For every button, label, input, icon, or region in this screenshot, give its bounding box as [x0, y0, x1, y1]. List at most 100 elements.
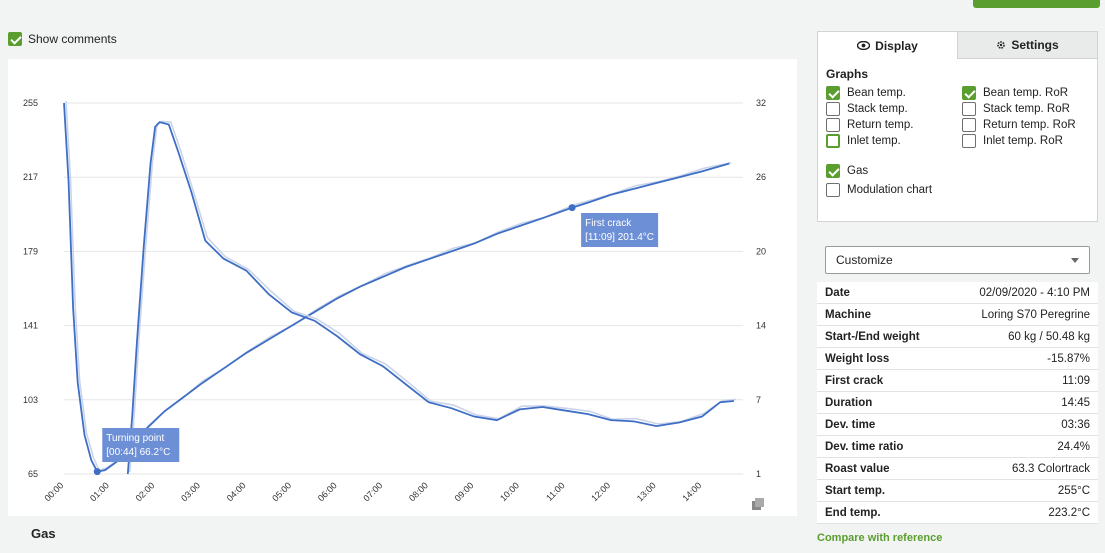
info-key: Weight loss — [825, 352, 890, 365]
x-axis-tick: 04:00 — [225, 480, 248, 503]
graph-checkbox[interactable] — [826, 102, 840, 116]
extra-checkbox[interactable] — [826, 164, 840, 178]
graph-option[interactable]: Inlet temp. — [826, 134, 962, 148]
extra-checkbox[interactable] — [826, 183, 840, 197]
info-value: 02/09/2020 - 4:10 PM — [979, 286, 1090, 299]
graph-option[interactable]: Inlet temp. RoR — [962, 134, 1098, 148]
eye-icon — [857, 41, 871, 50]
info-row: First crack 11:09 — [817, 370, 1098, 392]
info-row: Weight loss -15.87% — [817, 348, 1098, 370]
extra-option[interactable]: Gas — [826, 164, 1089, 178]
graph-option[interactable]: Return temp. — [826, 118, 962, 132]
annotation-box — [581, 213, 659, 247]
info-row: Date 02/09/2020 - 4:10 PM — [817, 282, 1098, 304]
top-action-button[interactable] — [973, 0, 1100, 8]
graph-checkbox[interactable] — [962, 102, 976, 116]
graph-option[interactable]: Bean temp. — [826, 86, 962, 100]
info-key: Start temp. — [825, 484, 886, 497]
info-row: End temp. 223.2°C — [817, 502, 1098, 524]
x-axis-tick: 09:00 — [453, 480, 476, 503]
right-axis-tick: 26 — [756, 172, 766, 182]
right-axis-tick: 20 — [756, 246, 766, 256]
info-key: Duration — [825, 396, 873, 409]
info-value: 11:09 — [1062, 374, 1090, 387]
graph-option[interactable]: Stack temp. RoR — [962, 102, 1098, 116]
chevron-down-icon — [1071, 257, 1079, 263]
info-row: Start-/End weight 60 kg / 50.48 kg — [817, 326, 1098, 348]
info-value: 24.4% — [1057, 440, 1090, 453]
tab-settings[interactable]: Settings — [957, 32, 1097, 59]
graph-option-label: Stack temp. — [847, 103, 908, 115]
graph-checkbox[interactable] — [826, 134, 840, 148]
tab-display[interactable]: Display — [818, 32, 957, 59]
info-row: Roast value 63.3 Colortrack — [817, 458, 1098, 480]
info-value: 60 kg / 50.48 kg — [1008, 330, 1090, 343]
info-key: First crack — [825, 374, 884, 387]
reference-series-line — [65, 100, 732, 472]
customize-select[interactable]: Customize — [825, 246, 1090, 274]
bean-ror-line — [126, 121, 734, 475]
annotation-box — [102, 428, 180, 462]
left-axis-tick: 179 — [23, 246, 38, 256]
x-axis-tick: 03:00 — [179, 480, 202, 503]
annotation-title: First crack — [585, 218, 632, 229]
right-axis-tick: 7 — [756, 395, 761, 405]
x-axis-tick: 00:00 — [42, 480, 65, 503]
turning-point-marker — [93, 468, 101, 476]
extra-option[interactable]: Modulation chart — [826, 183, 1089, 197]
graph-option[interactable]: Stack temp. — [826, 102, 962, 116]
roast-chart: 255 32 217 26 179 20 141 14 103 7 65 1 00:00 01:00 02:… — [8, 59, 797, 516]
info-value: 223.2°C — [1048, 506, 1090, 519]
left-axis-tick: 141 — [23, 321, 38, 331]
graph-option-label: Return temp. RoR — [983, 119, 1076, 131]
annotation-title: Turning point — [106, 433, 164, 444]
x-axis-tick: 06:00 — [316, 480, 339, 503]
annotation-value: [00:44] 66.2°C — [106, 447, 170, 458]
left-axis-tick: 65 — [28, 469, 38, 479]
right-axis-tick: 32 — [756, 98, 766, 108]
info-value: Loring S70 Peregrine — [981, 308, 1090, 321]
info-key: Dev. time — [825, 418, 876, 431]
graph-option-label: Inlet temp. RoR — [983, 135, 1063, 147]
graph-option-label: Bean temp. — [847, 87, 906, 99]
graph-option[interactable]: Bean temp. RoR — [962, 86, 1098, 100]
graph-option-label: Bean temp. RoR — [983, 87, 1069, 99]
left-axis-tick: 217 — [23, 172, 38, 182]
graph-option-label: Inlet temp. — [847, 135, 901, 147]
graph-checkbox[interactable] — [826, 86, 840, 100]
x-axis-tick: 05:00 — [270, 480, 293, 503]
tab-display-label: Display — [875, 38, 918, 53]
info-row: Dev. time ratio 24.4% — [817, 436, 1098, 458]
reference-series-line — [129, 120, 736, 473]
x-axis-tick: 08:00 — [407, 480, 430, 503]
info-value: 03:36 — [1061, 418, 1090, 431]
roast-info-table: Date 02/09/2020 - 4:10 PM Machine Loring S7… — [817, 282, 1098, 524]
info-key: Date — [825, 286, 850, 299]
show-comments-checkbox[interactable] — [8, 32, 22, 46]
graph-option[interactable]: Return temp. RoR — [962, 118, 1098, 132]
info-value: 63.3 Colortrack — [1012, 462, 1090, 475]
graph-checkbox[interactable] — [962, 134, 976, 148]
info-value: -15.87% — [1047, 352, 1090, 365]
right-axis-tick: 14 — [756, 321, 766, 331]
graph-checkbox[interactable] — [826, 118, 840, 132]
x-axis-tick: 02:00 — [134, 480, 157, 503]
show-comments-toggle[interactable]: Show comments — [8, 32, 117, 46]
graph-checkbox[interactable] — [962, 86, 976, 100]
expand-icon[interactable] — [752, 497, 764, 510]
graph-option-label: Stack temp. RoR — [983, 103, 1070, 115]
info-row: Duration 14:45 — [817, 392, 1098, 414]
compare-with-reference-link[interactable]: Compare with reference — [817, 532, 943, 544]
customize-label: Customize — [836, 253, 893, 267]
gear-icon — [997, 41, 1006, 49]
x-axis-tick: 13:00 — [635, 480, 658, 503]
annotation-value: [11:09] 201.4°C — [585, 232, 654, 243]
extra-option-label: Gas — [847, 165, 869, 177]
x-axis-tick: 11:00 — [544, 480, 567, 503]
left-axis-tick: 255 — [23, 98, 38, 108]
info-row: Machine Loring S70 Peregrine — [817, 304, 1098, 326]
graph-option-label: Return temp. — [847, 119, 914, 131]
info-value: 14:45 — [1061, 396, 1090, 409]
info-row: Dev. time 03:36 — [817, 414, 1098, 436]
graph-checkbox[interactable] — [962, 118, 976, 132]
